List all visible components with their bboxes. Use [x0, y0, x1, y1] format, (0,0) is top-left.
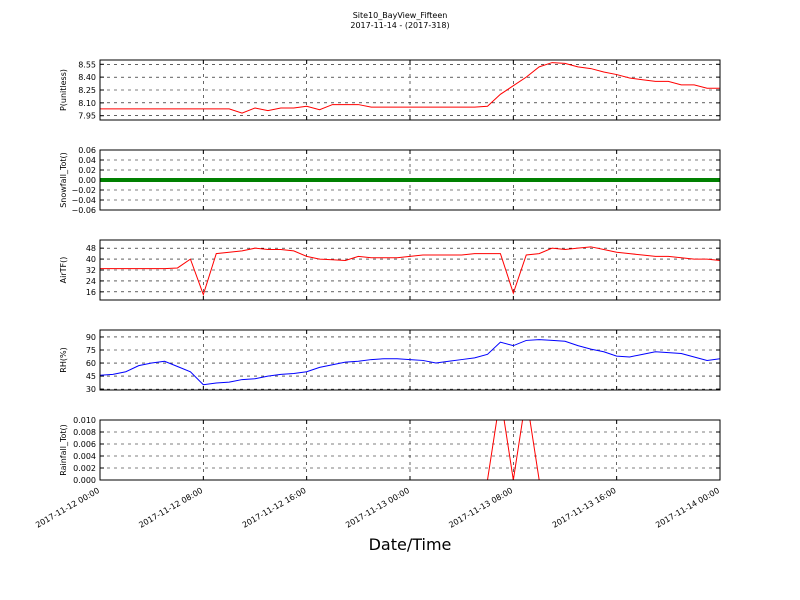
y-tick-label: −0.02 — [71, 186, 96, 195]
y-tick-label: 16 — [86, 288, 96, 297]
x-tick-label: 2017-11-14 00:00 — [654, 486, 721, 530]
y-tick-label: 0.002 — [73, 464, 96, 473]
y-tick-label: 0.06 — [78, 146, 96, 155]
y-tick-label: 8.55 — [78, 60, 96, 69]
y-tick-label: 0.010 — [73, 416, 96, 425]
y-tick-label: 8.25 — [78, 86, 96, 95]
y-tick-label: 30 — [86, 385, 96, 394]
y-tick-label: 32 — [86, 266, 96, 275]
data-line — [100, 420, 720, 480]
y-tick-label: 75 — [86, 346, 96, 355]
y-tick-label: 7.95 — [78, 112, 96, 121]
x-tick-label: 2017-11-12 00:00 — [34, 486, 101, 530]
y-tick-label: 0.04 — [78, 156, 96, 165]
y-axis-label: RH(%) — [59, 347, 68, 372]
y-tick-label: 48 — [86, 244, 96, 253]
y-tick-label: 0.008 — [73, 428, 96, 437]
x-axis-label: Date/Time — [369, 535, 452, 554]
y-tick-label: 0.004 — [73, 452, 96, 461]
y-tick-label: 8.10 — [78, 99, 96, 108]
y-tick-label: 0.006 — [73, 440, 96, 449]
plot-frame — [99, 329, 721, 391]
plot-frame — [99, 59, 721, 121]
x-tick-label: 2017-11-12 08:00 — [137, 486, 204, 530]
x-tick-label: 2017-11-13 00:00 — [344, 486, 411, 530]
subtitle: 2017-11-14 - (2017-318) — [350, 21, 449, 30]
y-tick-label: −0.04 — [71, 196, 96, 205]
y-tick-label: 8.40 — [78, 73, 96, 82]
plot-frame — [99, 239, 721, 301]
y-tick-label: 24 — [86, 277, 96, 286]
y-tick-label: 90 — [86, 333, 96, 342]
x-tick-label: 2017-11-13 16:00 — [551, 486, 618, 530]
y-axis-label: P(unitless) — [59, 69, 68, 111]
y-tick-label: 40 — [86, 255, 96, 264]
y-axis-label: AirTF() — [59, 257, 68, 284]
y-tick-label: 45 — [86, 372, 96, 381]
data-line — [100, 339, 720, 386]
x-tick-label: 2017-11-13 08:00 — [447, 486, 514, 530]
y-tick-label: 0.02 — [78, 166, 96, 175]
y-tick-label: 0.000 — [73, 476, 96, 485]
y-tick-label: 60 — [86, 359, 96, 368]
y-tick-label: 0.00 — [78, 176, 96, 185]
data-line — [100, 62, 720, 114]
data-line — [100, 246, 720, 297]
x-tick-label: 2017-11-12 16:00 — [241, 486, 308, 530]
plot-frame — [99, 149, 721, 211]
y-axis-label: Rainfall_Tot() — [59, 424, 68, 476]
plot-frame — [99, 419, 721, 481]
y-axis-label: Snowfall_Tot() — [59, 152, 68, 208]
y-tick-label: −0.06 — [71, 206, 96, 215]
title: Site10_BayView_Fifteen — [353, 11, 448, 20]
